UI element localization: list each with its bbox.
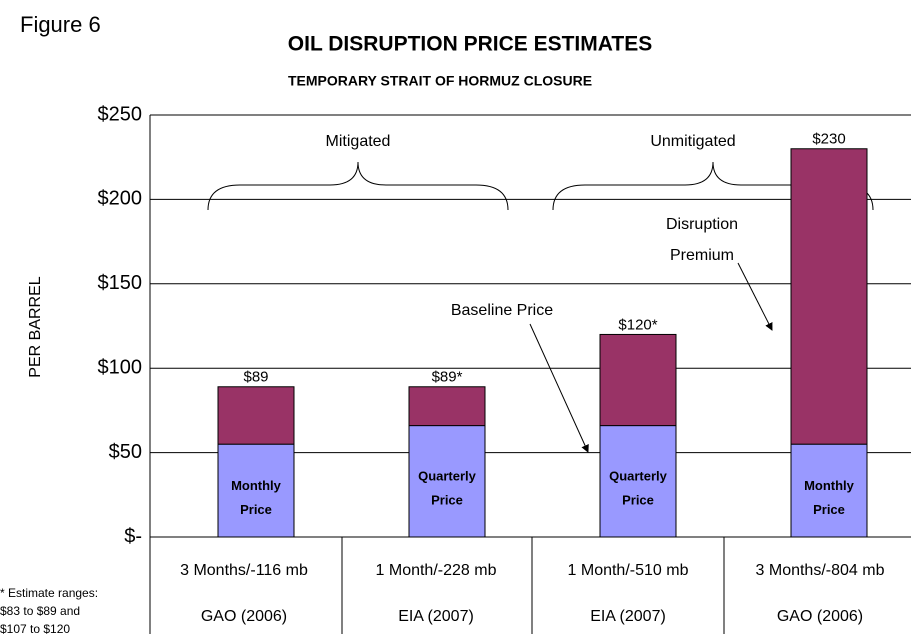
y-axis-label: PER BARREL — [27, 276, 44, 377]
chart-subtitle: TEMPORARY STRAIT OF HORMUZ CLOSURE — [288, 73, 592, 89]
bar-segment — [599, 333, 677, 427]
y-tick-label: $250 — [98, 103, 143, 125]
bar-segment — [408, 386, 486, 427]
segment-label: Price — [240, 502, 272, 517]
x-tick-label: GAO (2006) — [201, 608, 287, 625]
group-label: Unmitigated — [650, 133, 735, 150]
y-tick-label: $200 — [98, 188, 143, 210]
x-tick-label: 1 Month/-228 mb — [376, 562, 497, 579]
x-tick-label: 3 Months/-804 mb — [756, 562, 885, 579]
x-tick-label: 1 Month/-510 mb — [568, 562, 689, 579]
segment-label: Price — [813, 502, 845, 517]
segment-label: Monthly — [231, 478, 282, 493]
total-label: $120* — [618, 316, 657, 333]
footnote: * Estimate ranges: — [0, 586, 98, 600]
y-tick-label: $100 — [98, 356, 143, 378]
total-label: $89* — [432, 369, 463, 386]
bar-segment — [790, 443, 868, 538]
bar-segment — [790, 148, 868, 445]
total-label: $230 — [812, 131, 845, 148]
bar-segment — [217, 386, 295, 445]
y-tick-label: $- — [124, 525, 142, 547]
footnote: $83 to $89 and — [0, 604, 80, 618]
x-tick-label: EIA (2007) — [398, 608, 474, 625]
series-annotation: Baseline Price — [451, 302, 553, 319]
segment-label: Quarterly — [609, 469, 668, 484]
series-annotation: Disruption Premium — [666, 216, 738, 264]
annotation-arrow — [737, 262, 773, 331]
y-tick-label: $50 — [109, 441, 142, 463]
bar-segment — [217, 443, 295, 538]
segment-label: Price — [431, 493, 463, 508]
annotation-arrow — [529, 323, 589, 453]
bar-segment — [408, 425, 486, 538]
chart-title: OIL DISRUPTION PRICE ESTIMATES — [288, 33, 652, 56]
x-tick-label: EIA (2007) — [590, 608, 666, 625]
x-tick-label: 3 Months/-116 mb — [180, 562, 308, 579]
segment-label: Monthly — [804, 478, 855, 493]
brace — [207, 161, 509, 211]
segment-label: Price — [622, 493, 654, 508]
segment-label: Quarterly — [418, 469, 477, 484]
total-label: $89 — [243, 369, 268, 386]
footnote: $107 to $120 — [0, 622, 70, 634]
figure-label: Figure 6 — [20, 12, 101, 37]
x-tick-label: GAO (2006) — [777, 608, 863, 625]
bar-segment — [599, 425, 677, 538]
y-tick-label: $150 — [98, 272, 143, 294]
group-label: Mitigated — [326, 133, 391, 150]
